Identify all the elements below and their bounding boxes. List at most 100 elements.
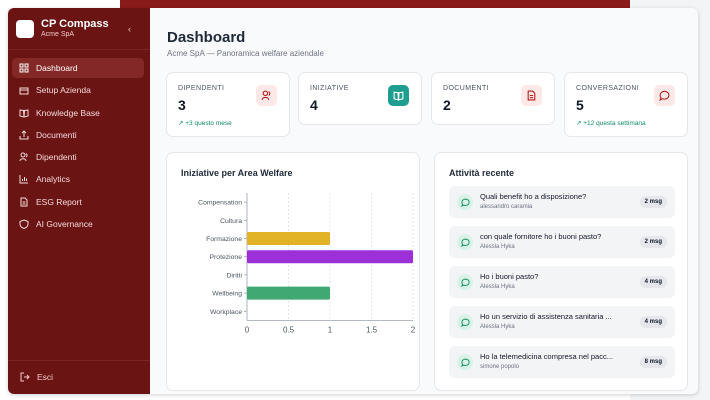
file-icon xyxy=(20,197,28,207)
activity-title: Ho i buoni pasto? xyxy=(480,272,539,281)
brand-subtitle: Acme SpA xyxy=(41,31,75,38)
sidebar-item-label: Dipendenti xyxy=(36,152,77,163)
category-label: Cultura xyxy=(220,218,242,225)
sidebar-divider xyxy=(8,360,150,361)
stat-label: DIPENDENTI xyxy=(178,85,225,92)
category-label: Formazione xyxy=(206,236,242,243)
book-icon xyxy=(19,109,29,118)
sidebar-item-knowledge-base[interactable]: Knowledge Base xyxy=(12,103,144,123)
activity-item[interactable]: Ho un servizio di assistenza sanitaria .… xyxy=(449,306,675,338)
stat-value: 4 xyxy=(310,97,318,113)
logout-button[interactable]: Esci xyxy=(20,372,53,382)
sidebar-item-label: Knowledge Base xyxy=(36,107,100,118)
sidebar: CP Compass Acme SpA ‹ Dashboard Setup Az… xyxy=(8,8,150,394)
sidebar-item-ai-governance[interactable]: AI Governance xyxy=(12,214,144,234)
activity-item[interactable]: con quale fornitore ho i buoni pasto? Ale… xyxy=(449,226,675,258)
stat-trend: ↗ +12 questa settimana xyxy=(576,120,646,127)
stat-card-conversazioni[interactable]: CONVERSAZIONI 5 ↗ +12 questa settimana xyxy=(564,72,688,137)
bar-chart-icon xyxy=(19,175,28,184)
grid-icon xyxy=(19,63,29,73)
message-count-badge: 8 msg xyxy=(639,356,667,368)
activity-title: Quali benefit ho a disposizione? xyxy=(480,192,587,201)
stat-label: INIZIATIVE xyxy=(310,85,349,92)
stat-value: 2 xyxy=(443,97,451,113)
stat-card-documenti[interactable]: DOCUMENTI 2 xyxy=(431,72,555,125)
sidebar-item-esg-report[interactable]: ESG Report xyxy=(12,192,144,212)
logout-label: Esci xyxy=(37,372,54,382)
page-subtitle: Acme SpA — Panoramica welfare aziendale xyxy=(167,49,324,58)
message-count-badge: 2 msg xyxy=(639,196,667,208)
sidebar-item-label: Documenti xyxy=(36,129,77,140)
activity-title: Ho un servizio di assistenza sanitaria .… xyxy=(480,312,612,321)
message-icon xyxy=(457,274,473,290)
shield-icon xyxy=(19,219,29,230)
x-tick-label: 0 xyxy=(245,325,250,334)
activity-title: Ho la telemedicina compresa nel pacc... xyxy=(480,352,613,361)
activity-panel: Attività recente Quali benefit ho a disp… xyxy=(434,152,688,391)
users-icon xyxy=(19,152,28,162)
sidebar-item-label: Setup Azienda xyxy=(36,85,91,96)
message-count-badge: 4 msg xyxy=(639,316,667,328)
book-icon xyxy=(388,85,409,106)
x-tick-label: 1 xyxy=(328,325,333,334)
stat-trend: ↗ +3 questo mese xyxy=(178,120,232,127)
main-content: Dashboard Acme SpA — Panoramica welfare … xyxy=(150,8,698,394)
activity-item[interactable]: Ho i buoni pasto? Alessia Hyka 4 msg xyxy=(449,266,675,298)
chart-title: Iniziative per Area Welfare xyxy=(181,168,293,178)
category-label: Compensation xyxy=(198,200,242,207)
sidebar-divider xyxy=(8,49,150,50)
activity-user: alessandro caramia xyxy=(480,204,533,210)
sidebar-item-dipendenti[interactable]: Dipendenti xyxy=(12,147,144,167)
brand: CP Compass Acme SpA xyxy=(16,18,109,39)
activity-user: simone popolo xyxy=(480,364,520,370)
sidebar-item-label: AI Governance xyxy=(36,219,93,230)
brand-title: CP Compass xyxy=(41,18,109,30)
sidebar-nav: Dashboard Setup Azienda Knowledge Base D… xyxy=(12,58,144,236)
category-label: Diritti xyxy=(227,272,243,279)
sidebar-item-analytics[interactable]: Analytics xyxy=(12,169,144,189)
category-label: Workplace xyxy=(210,309,242,316)
message-icon xyxy=(457,354,473,370)
stat-label: DOCUMENTI xyxy=(443,85,489,92)
app-logo xyxy=(16,19,34,38)
category-label: Wellbeing xyxy=(212,291,242,298)
message-icon xyxy=(457,234,473,250)
x-tick-label: 2 xyxy=(411,325,416,334)
stat-card-dipendenti[interactable]: DIPENDENTI 3 ↗ +3 questo mese xyxy=(166,72,290,137)
sidebar-item-label: ESG Report xyxy=(36,196,82,207)
stat-value: 5 xyxy=(576,97,584,113)
message-icon xyxy=(654,85,675,106)
x-tick-label: 0.5 xyxy=(283,325,295,334)
collapse-sidebar-icon[interactable]: ‹ xyxy=(128,24,131,34)
sidebar-item-dashboard[interactable]: Dashboard xyxy=(12,58,144,78)
sidebar-item-label: Analytics xyxy=(36,174,71,185)
activity-item[interactable]: Ho la telemedicina compresa nel pacc... s… xyxy=(449,346,675,378)
activity-user: Alessia Hyka xyxy=(480,324,515,330)
file-icon xyxy=(521,85,542,106)
building-icon xyxy=(19,87,29,95)
users-icon xyxy=(256,85,277,106)
activity-user: Alessia Hyka xyxy=(480,284,515,290)
activity-user: Alessia Hyka xyxy=(480,244,515,250)
activity-item[interactable]: Quali benefit ho a disposizione? alessand… xyxy=(449,186,675,218)
x-tick-label: 1.5 xyxy=(366,325,378,334)
message-count-badge: 4 msg xyxy=(639,276,667,288)
upload-icon xyxy=(19,130,29,140)
bar-formazione[interactable] xyxy=(247,232,330,245)
page-title: Dashboard xyxy=(167,29,246,46)
activity-title: Attività recente xyxy=(449,168,515,178)
activity-title: con quale fornitore ho i buoni pasto? xyxy=(480,232,602,241)
stat-card-iniziative[interactable]: INIZIATIVE 4 xyxy=(298,72,422,125)
stat-label: CONVERSAZIONI xyxy=(576,85,640,92)
bar-protezione[interactable] xyxy=(247,250,413,264)
chart-panel: Iniziative per Area Welfare 0 0.5 1 1.5 2 Com… xyxy=(166,152,420,391)
bar-chart: 0 0.5 1 1.5 2 Compensation Cultura Formazione Pr… xyxy=(198,193,416,334)
sidebar-item-setup-azienda[interactable]: Setup Azienda xyxy=(12,80,144,100)
message-count-badge: 2 msg xyxy=(639,236,667,248)
background-stripe xyxy=(120,0,632,8)
sidebar-item-documenti[interactable]: Documenti xyxy=(12,125,144,145)
message-icon xyxy=(457,314,473,330)
bar-wellbeing[interactable] xyxy=(247,286,330,300)
sidebar-item-label: Dashboard xyxy=(36,63,78,73)
stat-value: 3 xyxy=(178,97,186,113)
